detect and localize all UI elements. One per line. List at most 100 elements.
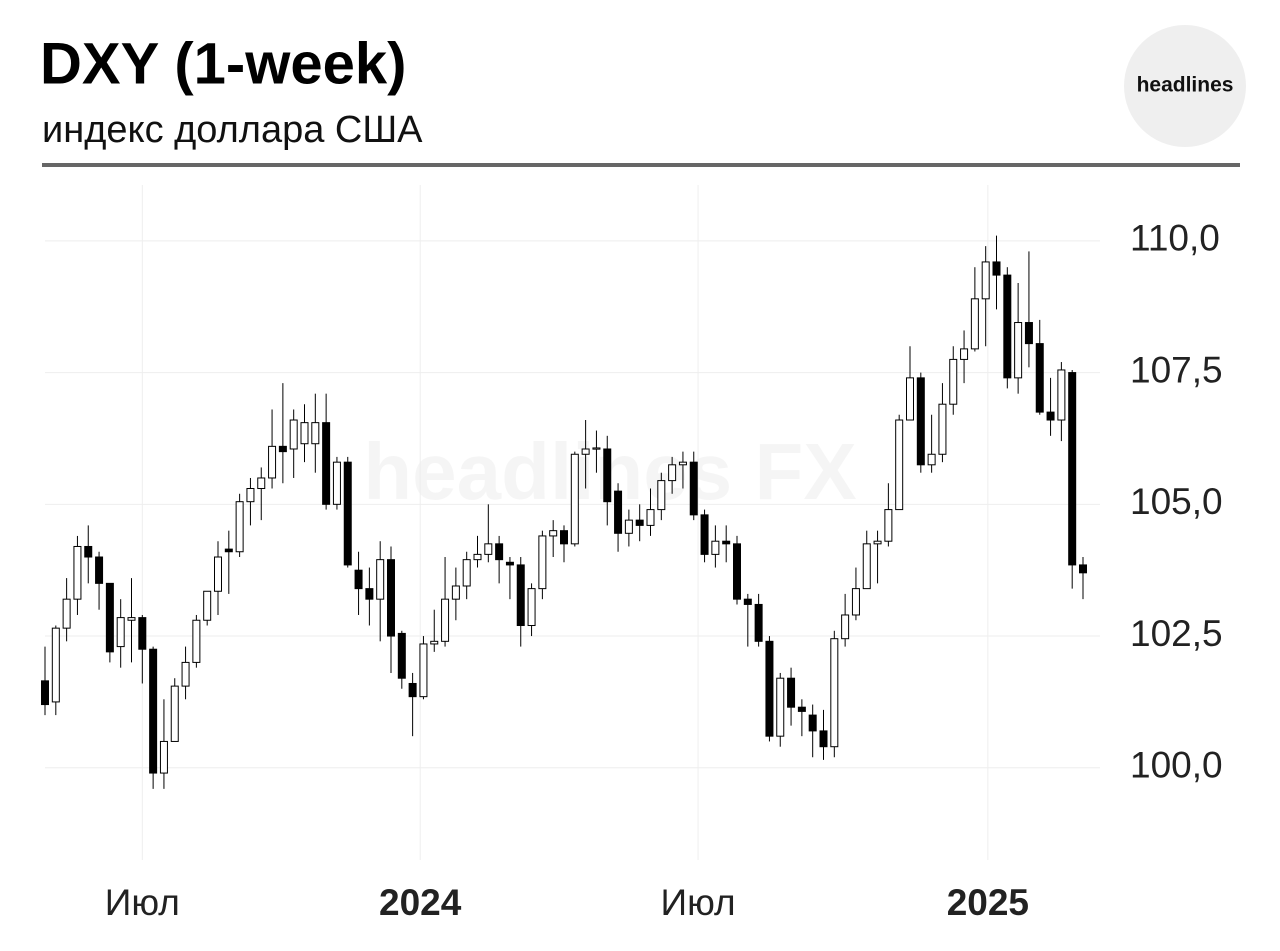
candle-body	[1014, 322, 1023, 379]
candle-body	[614, 490, 623, 534]
candle-body	[527, 588, 536, 627]
candle-body	[873, 540, 882, 545]
candle-body	[495, 543, 504, 561]
candle-body	[635, 519, 644, 526]
candle-body	[592, 447, 601, 450]
candle-body	[95, 556, 104, 584]
y-tick-label: 110,0	[1130, 218, 1220, 259]
candle-body	[278, 445, 287, 453]
x-tick-label: Июл	[105, 882, 180, 923]
candle-body	[354, 569, 363, 590]
candle-body	[51, 627, 60, 703]
candle-body	[1079, 564, 1087, 574]
candle-body	[819, 730, 828, 748]
header-rule	[42, 163, 1240, 167]
candle-body	[138, 617, 147, 650]
candle-body	[657, 480, 666, 511]
candle-body	[397, 632, 406, 679]
candle-body	[1035, 343, 1044, 413]
candle-body	[743, 598, 752, 605]
candle-body	[1003, 274, 1012, 379]
y-tick-label: 100,0	[1130, 745, 1223, 786]
candle-body	[268, 445, 277, 479]
candle-body	[668, 464, 677, 482]
candle-body	[624, 519, 633, 534]
candle-body	[733, 543, 741, 600]
candle-body	[116, 617, 125, 648]
candle-body	[689, 461, 698, 516]
candle-body	[473, 553, 482, 561]
candle-body	[41, 680, 49, 706]
candle-body	[754, 603, 763, 642]
candle-body	[484, 543, 493, 555]
candle-body	[1068, 372, 1077, 566]
candle-body	[516, 564, 525, 627]
chart-title: DXY (1-week)	[40, 31, 406, 96]
candle-body	[408, 682, 417, 698]
candle-body	[1057, 369, 1066, 421]
candle-body	[981, 261, 990, 300]
logo: headlines	[1137, 74, 1234, 97]
candle-body	[430, 640, 439, 645]
x-tick-label: Июл	[661, 882, 736, 923]
candle-body	[300, 422, 309, 445]
candle-body	[916, 377, 925, 466]
candle-body	[235, 501, 244, 553]
candle-body	[808, 714, 817, 732]
candle-body	[581, 448, 590, 455]
candle-body	[73, 545, 82, 600]
candle-body	[181, 661, 190, 687]
candle-body	[441, 598, 450, 642]
candle-body	[549, 530, 558, 537]
candle-body	[246, 488, 255, 503]
candle-body	[84, 545, 93, 558]
candle-body	[830, 638, 839, 748]
candle-body	[1046, 411, 1055, 421]
candle-body	[949, 358, 958, 405]
candle-body	[203, 590, 212, 621]
candle-body	[970, 298, 979, 350]
candle-body	[170, 685, 179, 742]
candle-body	[289, 419, 298, 450]
candle-body	[105, 582, 114, 653]
candle-body	[376, 559, 385, 600]
candle-body	[906, 377, 914, 421]
candle-body	[895, 419, 904, 511]
candle-body	[149, 648, 158, 774]
candle-body	[927, 453, 936, 466]
chart-subtitle: индекс доллара США	[42, 109, 423, 151]
x-tick-label: 2024	[379, 882, 462, 923]
candle-body	[722, 540, 731, 545]
candle-body	[62, 598, 71, 629]
y-tick-label: 107,5	[1130, 349, 1223, 390]
candle-body	[311, 422, 320, 445]
y-tick-label: 105,0	[1130, 481, 1223, 522]
candle-body	[322, 422, 331, 505]
y-tick-label: 102,5	[1130, 613, 1223, 654]
candle-body	[570, 453, 579, 545]
candle-body	[938, 403, 947, 455]
candle-body	[451, 585, 460, 600]
candle-body	[603, 448, 612, 503]
candle-body	[462, 559, 471, 587]
candle-body	[192, 619, 201, 663]
candle-body	[343, 461, 352, 566]
candle-body	[841, 614, 850, 640]
candle-body	[159, 740, 168, 774]
candle-body	[884, 509, 893, 542]
candle-body	[365, 588, 374, 600]
candle-body	[992, 261, 1001, 276]
candle-body	[419, 643, 428, 698]
candle-body	[711, 540, 720, 555]
candle-body	[127, 617, 136, 621]
candle-body	[332, 461, 341, 505]
candle-body	[776, 677, 785, 737]
x-tick-label: 2025	[947, 882, 1029, 923]
candle-body	[851, 588, 860, 616]
candle-body	[678, 461, 687, 466]
candle-body	[560, 530, 568, 545]
candle-body	[1024, 322, 1033, 345]
candle-body	[700, 514, 709, 555]
candle-body	[214, 556, 222, 592]
